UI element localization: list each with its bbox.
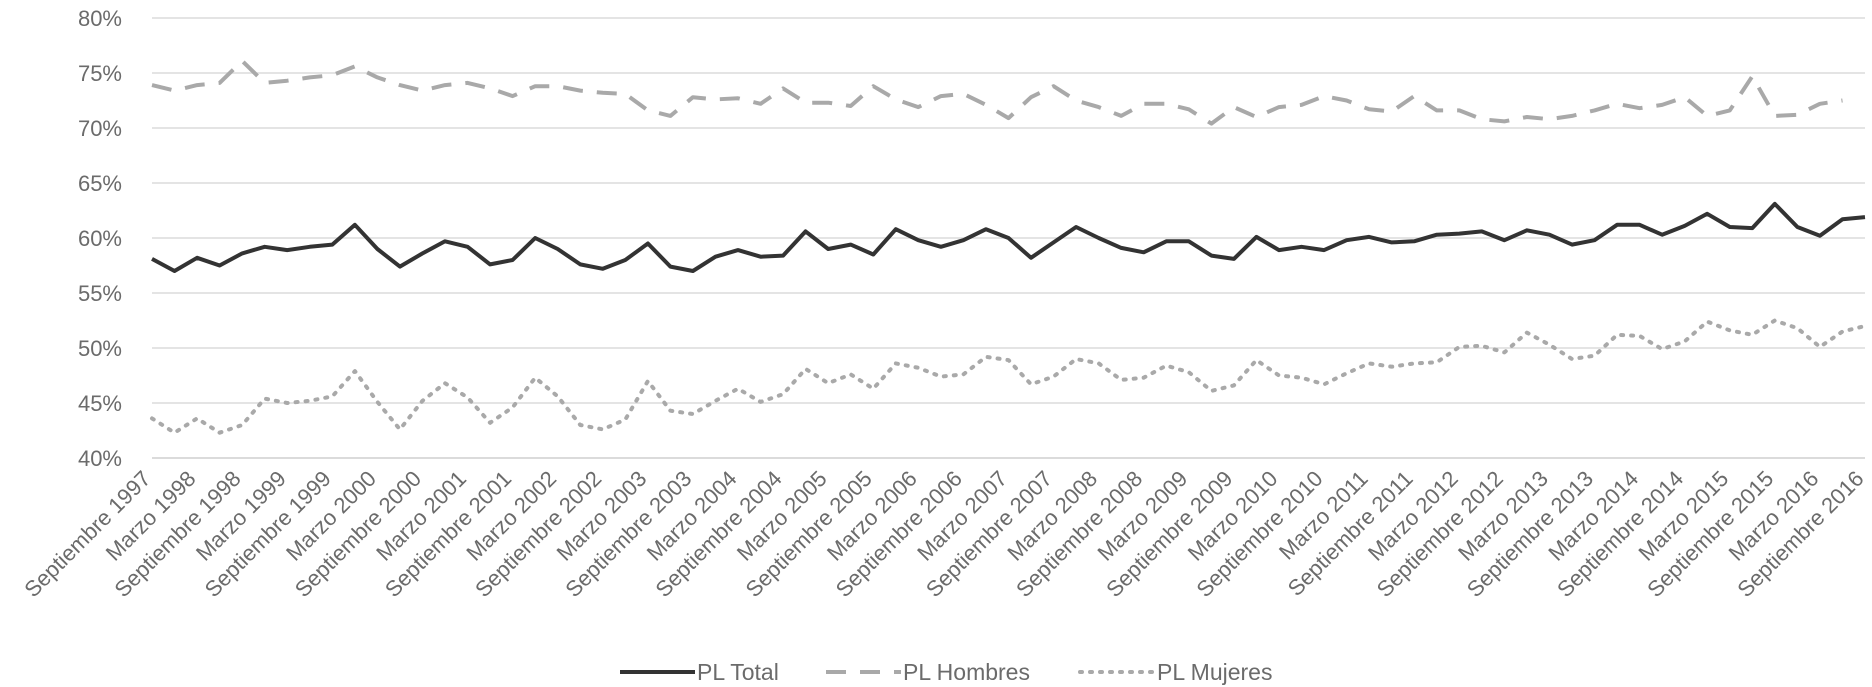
y-axis-ticks: 40% 45% 50% 55% 60% 65% 70% 75% 80% — [78, 6, 122, 471]
y-tick-label: 80% — [78, 6, 122, 31]
y-tick-label: 55% — [78, 281, 122, 306]
legend-label: PL Hombres — [903, 659, 1030, 685]
y-tick-label: 65% — [78, 171, 122, 196]
series-group — [150, 58, 1867, 435]
series-line-pl-hombres — [151, 58, 1843, 126]
y-tick-label: 50% — [78, 336, 122, 361]
legend-label: PL Total — [697, 659, 779, 685]
y-tick-label: 75% — [78, 61, 122, 86]
legend-label: PL Mujeres — [1157, 659, 1272, 685]
y-tick-label: 60% — [78, 226, 122, 251]
series-line-pl-mujeres — [150, 318, 1867, 435]
y-tick-label: 40% — [78, 446, 122, 471]
y-tick-label: 45% — [78, 391, 122, 416]
series-line-pl-total — [151, 201, 1866, 273]
legend: PL Total PL Hombres PL Mujeres — [620, 659, 1272, 685]
y-tick-label: 70% — [78, 116, 122, 141]
